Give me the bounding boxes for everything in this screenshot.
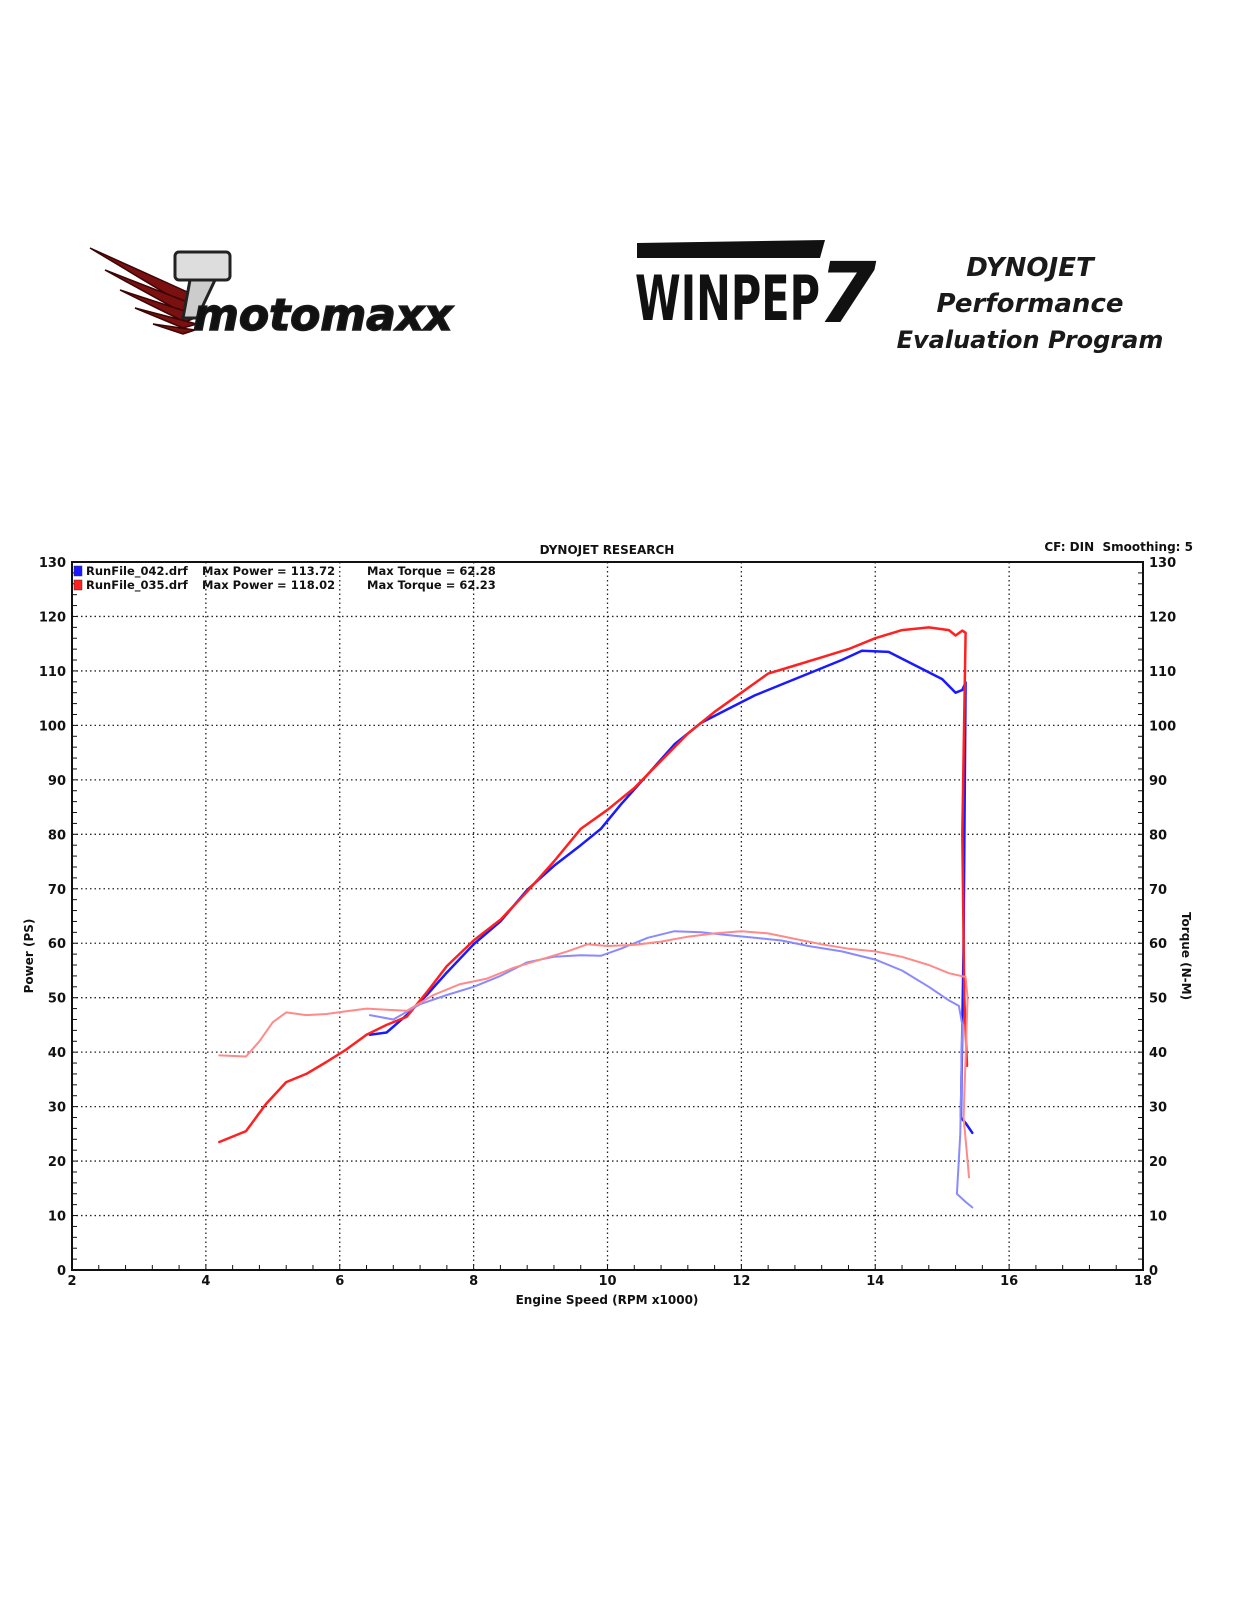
legend: RunFile_042.drf Max Power = 113.72 Max Tor…: [73, 564, 496, 593]
tagline-line1: DYNOJET Performance: [936, 253, 1124, 319]
y-left-tick-label: 90: [48, 774, 66, 789]
winpep-logo: DynoJet WINPEP 7: [635, 240, 877, 333]
y-left-tick-label: 100: [39, 719, 66, 734]
chart-title: DYNOJET RESEARCH: [540, 543, 675, 557]
x-tick-label: 8: [469, 1274, 478, 1289]
legend-swatch: [73, 565, 83, 577]
y-left-tick-label: 70: [48, 883, 66, 898]
y-right-tick-label: 10: [1149, 1210, 1167, 1225]
series-line-power: [218, 626, 969, 1144]
settings-label: CF: DIN Smoothing: 5: [1044, 540, 1193, 554]
legend-file: RunFile_035.drf: [86, 578, 189, 593]
y-left-tick-label: 40: [48, 1046, 66, 1061]
plot-frame: [71, 561, 1144, 1271]
dynojet-badge: DynoJet: [637, 240, 825, 258]
dynojet-tagline: DYNOJET Performance Evaluation Program: [870, 250, 1190, 358]
y-left-tick-label: 130: [39, 556, 66, 571]
series-lines: [218, 626, 974, 1209]
winpep-seven: 7: [818, 244, 877, 333]
y-right-tick-label: 50: [1149, 992, 1167, 1007]
y-right-tick-label: 30: [1149, 1101, 1167, 1116]
x-tick-label: 14: [866, 1274, 884, 1289]
y-right-tick-label: 20: [1149, 1155, 1167, 1170]
x-tick-label: 6: [335, 1274, 344, 1289]
y-right-tick-label: 40: [1149, 1046, 1167, 1061]
y-left-tick-label: 0: [57, 1264, 66, 1279]
y-left-tick-label: 10: [48, 1210, 66, 1225]
y-right-tick-label: 100: [1149, 719, 1176, 734]
motomaxx-logo: motomaxx: [89, 247, 455, 342]
y-left-tick-label: 30: [48, 1101, 66, 1116]
y-left-tick-label: 60: [48, 937, 66, 952]
legend-max-power: Max Power = 113.72: [202, 564, 335, 578]
y-right-tick-label: 60: [1149, 937, 1167, 952]
legend-swatch: [73, 579, 83, 591]
piston-icon: [173, 250, 232, 320]
grid: [72, 562, 1143, 1270]
motomaxx-wordmark: motomaxx: [193, 290, 454, 341]
legend-max-power: Max Power = 118.02: [202, 578, 335, 592]
wing-icon: [89, 247, 207, 335]
y-left-tick-label: 20: [48, 1155, 66, 1170]
tagline-line2: Evaluation Program: [896, 326, 1164, 354]
x-axis-label: Engine Speed (RPM x1000): [516, 1293, 699, 1307]
series-line-torque: [218, 930, 970, 1179]
x-tick-label: 10: [598, 1274, 616, 1289]
x-tick-label: 16: [1000, 1274, 1018, 1289]
x-tick-label: 12: [732, 1274, 750, 1289]
legend-max-torque: Max Torque = 62.23: [367, 578, 496, 592]
y-left-tick-label: 110: [39, 665, 66, 680]
y-right-tick-label: 130: [1149, 556, 1176, 571]
x-tick-label: 18: [1134, 1274, 1152, 1289]
series-line-torque: [368, 930, 974, 1209]
y-axis-right-label: Torque (N-M): [1179, 912, 1193, 1000]
x-tick-label: 4: [201, 1274, 210, 1289]
y-left-tick-label: 50: [48, 992, 66, 1007]
y-right-tick-label: 110: [1149, 665, 1176, 680]
series-line-power: [368, 649, 974, 1135]
dyno-chart: DYNOJET RESEARCH CF: DIN Smoothing: 5 2 4…: [22, 540, 1193, 1307]
winpep-wordmark: WINPEP: [635, 262, 820, 333]
y-axis-left-label: Power (PS): [22, 919, 36, 994]
y-left-tick-label: 80: [48, 828, 66, 843]
y-right-tick-label: 120: [1149, 610, 1176, 625]
y-left-tick-label: 120: [39, 610, 66, 625]
y-right-tick-label: 80: [1149, 828, 1167, 843]
y-right-tick-label: 70: [1149, 883, 1167, 898]
legend-max-torque: Max Torque = 62.28: [367, 564, 496, 578]
svg-text:DynoJet: DynoJet: [645, 243, 699, 257]
legend-file: RunFile_042.drf: [86, 564, 189, 579]
y-right-tick-label: 90: [1149, 774, 1167, 789]
y-right-tick-label: 0: [1149, 1264, 1158, 1279]
x-tick-label: 2: [67, 1274, 76, 1289]
